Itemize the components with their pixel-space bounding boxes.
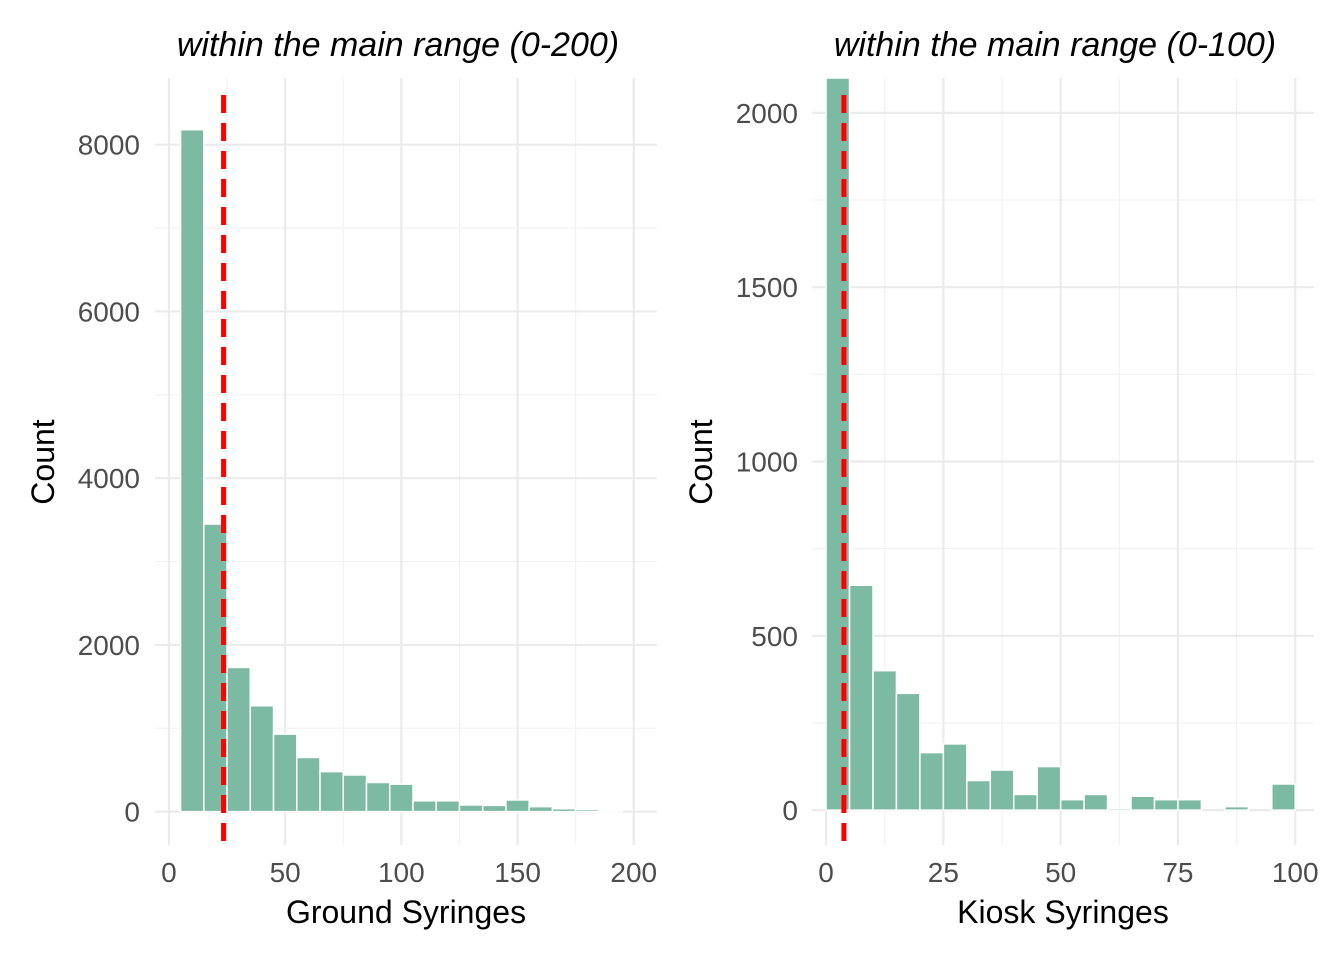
y-tick-label: 4000	[78, 463, 140, 494]
histogram-bar	[919, 751, 945, 811]
histogram-bar	[551, 807, 577, 813]
y-tick-label: 500	[751, 621, 798, 652]
panel-title: within the main range (0-100)	[834, 26, 1276, 64]
y-tick-label: 2000	[78, 630, 140, 661]
y-axis-label: Count	[683, 419, 719, 505]
histogram-bar	[319, 770, 344, 813]
histogram-bar	[1036, 765, 1062, 811]
histogram-bar	[249, 705, 275, 813]
y-tick-label: 8000	[78, 130, 140, 161]
histogram-bar	[1106, 807, 1132, 811]
kiosk-syringes-panel: within the main range (0-100) 0 25 50 75 100…	[683, 26, 1319, 930]
histogram-bar	[1153, 798, 1179, 811]
x-tick-label: 75	[1162, 857, 1193, 888]
histogram-bar	[872, 669, 898, 811]
y-tick-label: 2000	[736, 98, 798, 129]
y-tick-label: 0	[124, 797, 140, 828]
histogram-bar	[989, 769, 1015, 811]
histogram-bar	[1177, 798, 1203, 811]
y-tick-label: 0	[782, 795, 798, 826]
histogram-bar	[412, 800, 437, 813]
histogram-bar	[342, 774, 368, 813]
histogram-bar	[458, 804, 484, 813]
y-axis-label: Count	[25, 419, 61, 505]
histogram-bar	[1271, 783, 1296, 811]
histogram-bar	[1012, 793, 1038, 811]
histogram-bar	[1059, 798, 1085, 811]
histogram-bar	[942, 743, 968, 811]
histogram-bar	[179, 128, 205, 813]
histogram-bar	[481, 804, 507, 813]
panel-title: within the main range (0-200)	[177, 26, 619, 64]
histogram-bar	[1083, 793, 1109, 811]
histogram-bar	[388, 783, 414, 813]
x-tick-label: 150	[494, 857, 541, 888]
x-tick-label: 25	[928, 857, 959, 888]
x-tick-label: 0	[161, 857, 177, 888]
y-tick-label: 1500	[736, 272, 798, 303]
ground-syringes-panel: within the main range (0-200) 0 50 100 150 2…	[25, 26, 657, 930]
x-tick-label: 0	[818, 857, 834, 888]
x-tick-label: 200	[610, 857, 657, 888]
histogram-bar	[296, 756, 321, 813]
x-tick-label: 100	[1272, 857, 1319, 888]
histogram-bar	[528, 805, 554, 813]
histogram-bar	[1130, 795, 1156, 811]
x-tick-label: 100	[378, 857, 425, 888]
y-tick-label: 6000	[78, 296, 140, 327]
histogram-bar	[272, 733, 298, 813]
histogram-bar	[966, 779, 992, 811]
x-axis-label: Ground Syringes	[286, 894, 526, 930]
histogram-bar	[365, 781, 391, 813]
histogram-bar	[574, 808, 600, 813]
histogram-bar	[226, 666, 252, 813]
histogram-bar	[435, 800, 461, 813]
histogram-bar	[895, 692, 921, 811]
histogram-bar	[598, 810, 623, 813]
histogram-bar	[848, 584, 874, 811]
y-tick-label: 1000	[736, 447, 798, 478]
x-axis-label: Kiosk Syringes	[957, 894, 1169, 930]
x-tick-label: 50	[270, 857, 301, 888]
histogram-bar	[505, 799, 530, 813]
histogram-bar	[1224, 805, 1250, 811]
x-tick-label: 50	[1045, 857, 1076, 888]
